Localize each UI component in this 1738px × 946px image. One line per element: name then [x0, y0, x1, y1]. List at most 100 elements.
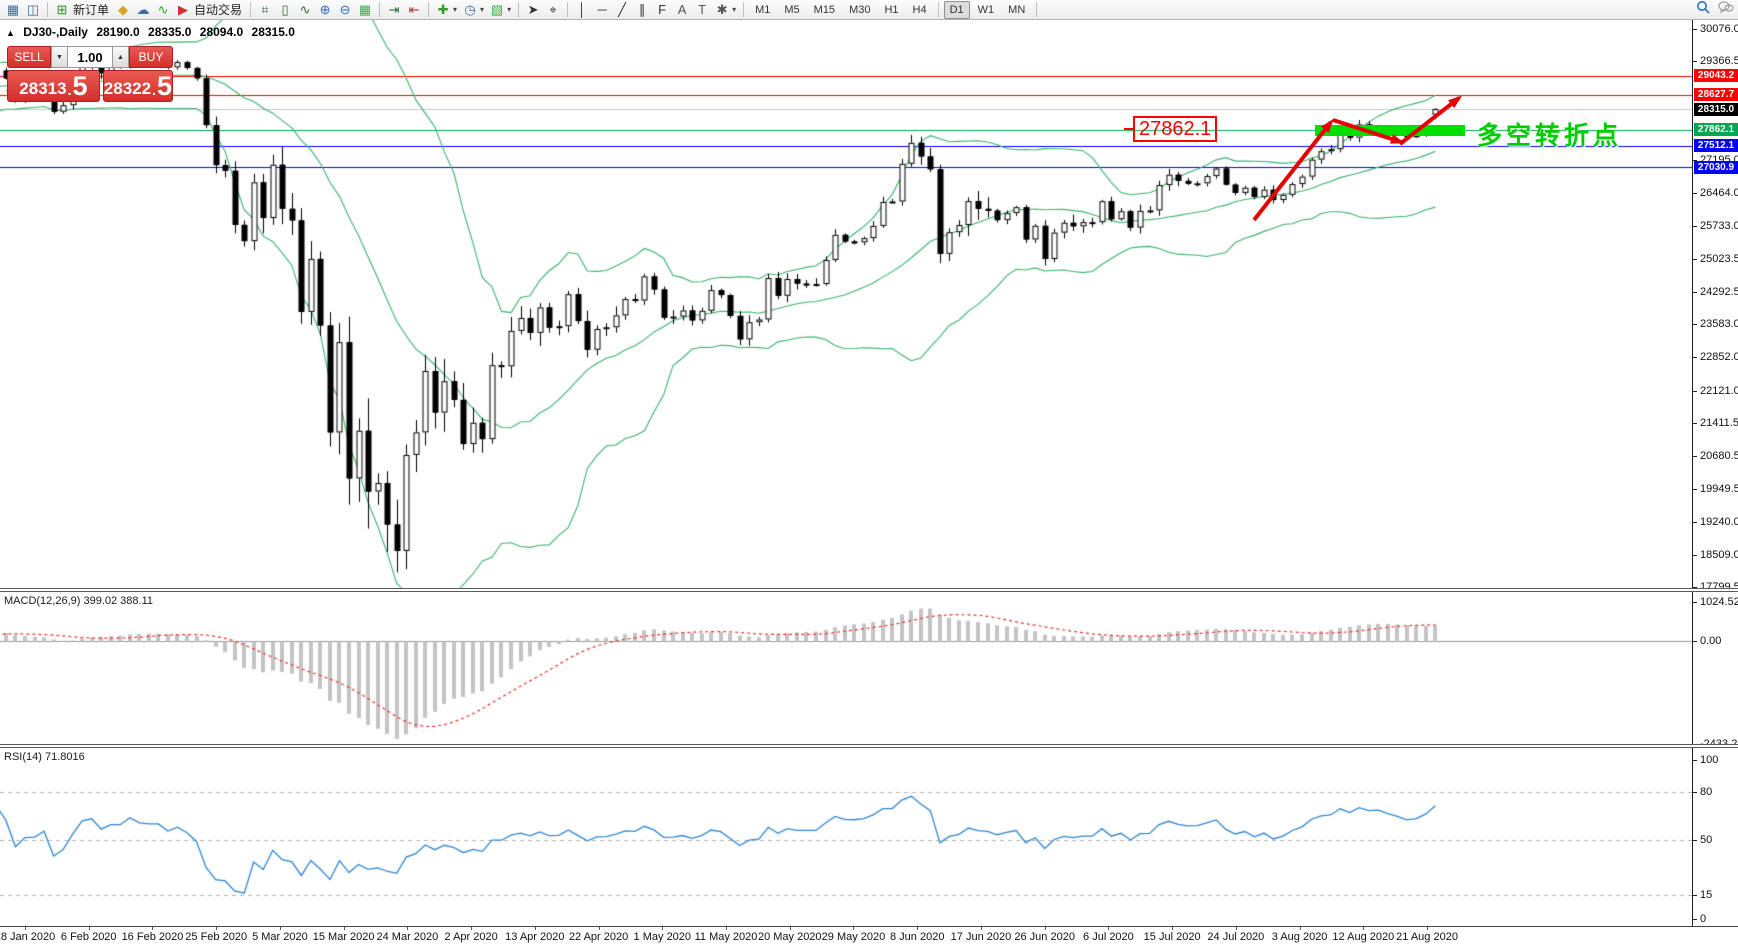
price-tick [1693, 587, 1697, 588]
price-tick [1693, 193, 1697, 195]
price-tick [1693, 29, 1697, 30]
date-tick [980, 927, 982, 930]
date-label: 17 Jun 2020 [950, 931, 1012, 943]
date-label: 6 Feb 2020 [60, 931, 117, 943]
date-tick [534, 927, 536, 930]
price-level-label: 27862.1 [1694, 123, 1738, 137]
macd-tick [1693, 602, 1697, 603]
toolbar-separator [518, 2, 520, 17]
strategy-tester-icon[interactable]: ◫ [26, 1, 40, 17]
rsi-panel-divider[interactable] [0, 744, 1738, 748]
price-tick-label: 19949.5 [1700, 483, 1738, 496]
rsi-title: RSI(14) 71.8016 [4, 751, 85, 763]
date-tick [25, 927, 26, 930]
periods-icon[interactable]: ◷ [464, 1, 476, 17]
macd-canvas[interactable] [0, 592, 1692, 744]
price-tick-label: 19240.0 [1700, 515, 1738, 528]
autotrading-icon[interactable]: ▶ [178, 1, 189, 17]
chart-shift-icon[interactable]: ⇤ [408, 1, 420, 17]
level-callout-box[interactable]: 27862.1 [1133, 116, 1218, 142]
templates-icon[interactable]: ▧ [490, 1, 504, 17]
dropdown-caret-icon[interactable]: ▾ [453, 5, 458, 14]
date-tick [1427, 927, 1429, 930]
timeframe-button-h1[interactable]: H1 [884, 3, 899, 16]
date-tick [726, 927, 728, 930]
price-tick-label: 30076.0 [1700, 23, 1738, 35]
date-axis[interactable]: 28 Jan 2020 6 Feb 2020 16 Feb 2020 25 Feb 2… [0, 927, 1692, 946]
metaeditor-icon[interactable]: ◆ [118, 1, 129, 17]
rsi-canvas[interactable] [0, 748, 1692, 925]
price-tick [1693, 554, 1697, 556]
crosshair-icon[interactable]: ⌖ [549, 1, 557, 17]
dropdown-caret-icon[interactable]: ▾ [480, 5, 485, 14]
buy-price[interactable]: 28322 . 5 [102, 70, 173, 102]
new-order-icon-label[interactable]: 新订单 [73, 3, 110, 17]
timeframe-button-d1[interactable]: D1 [943, 0, 970, 19]
price-level-label: 27512.1 [1694, 139, 1738, 153]
volume-increase-button[interactable]: ▲ [112, 46, 129, 68]
turning-point-label[interactable]: 多空转折点 [1477, 122, 1623, 150]
timeframe-button-m30[interactable]: M30 [849, 3, 871, 16]
community-icon[interactable]: ☁ [136, 1, 150, 17]
ohlc-high: 28335.0 [148, 25, 192, 39]
timeframe-button-m15[interactable]: M15 [813, 3, 836, 16]
price-axis[interactable]: 30076.029366.527195.026464.025733.025023… [1692, 20, 1738, 927]
new-order-icon[interactable]: ⊞ [56, 1, 68, 17]
volume-decrease-button[interactable]: ▼ [51, 46, 68, 68]
macd-values: 399.02 388.11 [83, 595, 154, 607]
main-chart-canvas[interactable] [0, 20, 1692, 588]
price-level-label: 28627.7 [1694, 88, 1738, 102]
price-tick [1693, 258, 1697, 260]
timeframe-button-m5[interactable]: M5 [784, 3, 800, 16]
sell-price[interactable]: 28313 . 5 [7, 70, 100, 102]
channel-icon[interactable]: ∥ [638, 1, 646, 17]
auto-scroll-icon[interactable]: ⇥ [388, 1, 400, 17]
dropdown-caret-icon[interactable]: ▾ [732, 5, 737, 14]
highlight-band[interactable] [1315, 125, 1465, 136]
trendline-icon[interactable]: ╱ [618, 1, 626, 17]
search-icon[interactable] [1696, 0, 1710, 19]
vertical-line-icon[interactable]: │ [578, 1, 587, 17]
price-level-label: 28315.0 [1694, 102, 1738, 116]
terminal-icon[interactable]: ▦ [6, 1, 20, 17]
zoom-out-icon[interactable]: ⊖ [339, 1, 351, 17]
panel-collapse-icon[interactable]: ▲ [6, 28, 15, 38]
text-icon[interactable]: A [677, 1, 687, 17]
timeframe-button-mn[interactable]: MN [1008, 3, 1026, 16]
autotrading-icon-label[interactable]: 自动交易 [194, 3, 243, 17]
volume-input[interactable]: 1.00 [68, 46, 112, 68]
tile-windows-icon[interactable]: ▦ [358, 1, 372, 17]
price-tick-label: 29366.5 [1700, 55, 1738, 68]
text-label-icon[interactable]: T [698, 1, 707, 17]
date-label: 1 May 2020 [633, 931, 692, 943]
price-tick [1693, 357, 1697, 359]
bar-chart-icon[interactable]: ⌗ [261, 1, 269, 17]
signals-icon[interactable]: ∿ [157, 1, 169, 17]
horizontal-line-icon[interactable]: ─ [597, 1, 607, 17]
arrows-tool-icon[interactable]: ✱ [716, 1, 728, 17]
zoom-in-icon[interactable]: ⊕ [319, 1, 331, 17]
ohlc-close: 28315.0 [251, 25, 295, 39]
rsi-tick-label: 15 [1700, 889, 1713, 902]
price-tick [1693, 422, 1697, 424]
timeframe-button-h4[interactable]: H4 [912, 3, 927, 16]
timeframe-button-w1[interactable]: W1 [977, 3, 995, 16]
date-label: 24 Jul 2020 [1207, 931, 1265, 943]
callout-dash [1124, 128, 1133, 130]
fibonacci-icon[interactable]: F [658, 1, 667, 17]
ohlc-open: 28190.0 [96, 25, 140, 39]
price-tick-label: 23583.0 [1700, 318, 1738, 331]
chat-icon[interactable] [1718, 0, 1734, 19]
sell-button[interactable]: SELL [7, 46, 51, 68]
candlestick-chart-icon[interactable]: ▯ [281, 1, 289, 17]
price-tick [1693, 324, 1697, 326]
indicators-icon[interactable]: ✚ [437, 1, 449, 17]
timeframe-button-m1[interactable]: M1 [755, 3, 771, 16]
dropdown-caret-icon[interactable]: ▾ [507, 5, 512, 14]
macd-name: MACD(12,26,9) [4, 595, 81, 607]
macd-panel-divider[interactable] [0, 588, 1738, 592]
line-chart-icon[interactable]: ∿ [299, 1, 311, 17]
toolbar-separator [250, 2, 252, 17]
buy-button[interactable]: BUY [129, 46, 173, 68]
cursor-icon[interactable]: ➤ [527, 1, 539, 17]
